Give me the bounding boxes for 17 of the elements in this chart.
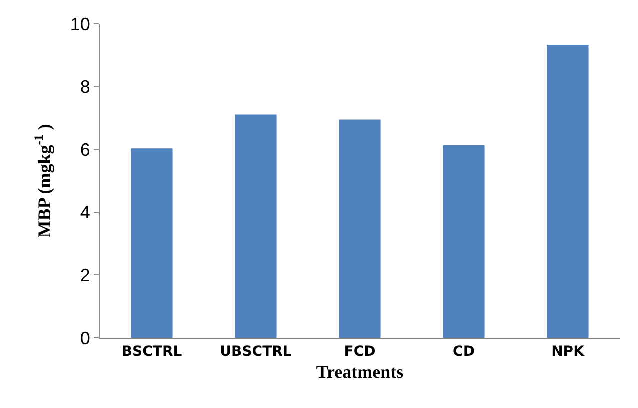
bar [443, 146, 485, 338]
y-tick-label: 2 [80, 266, 90, 286]
bar [131, 148, 173, 338]
x-tick-label: BSCTRL [122, 344, 182, 360]
x-tick-label: UBSCTRL [220, 344, 292, 360]
x-tick-label: FCD [344, 344, 376, 360]
y-tick-label: 4 [80, 202, 90, 223]
bar [547, 45, 589, 338]
bar [339, 120, 381, 338]
y-tick-label: 6 [80, 140, 90, 160]
y-tick-label: 8 [80, 77, 90, 98]
bar [235, 114, 277, 338]
y-tick-label: 10 [70, 14, 90, 34]
x-tick-label: NPK [552, 344, 586, 360]
x-axis-title: Treatments [316, 362, 404, 382]
x-tick-label: CD [453, 344, 475, 360]
y-tick-label: 0 [80, 328, 90, 348]
